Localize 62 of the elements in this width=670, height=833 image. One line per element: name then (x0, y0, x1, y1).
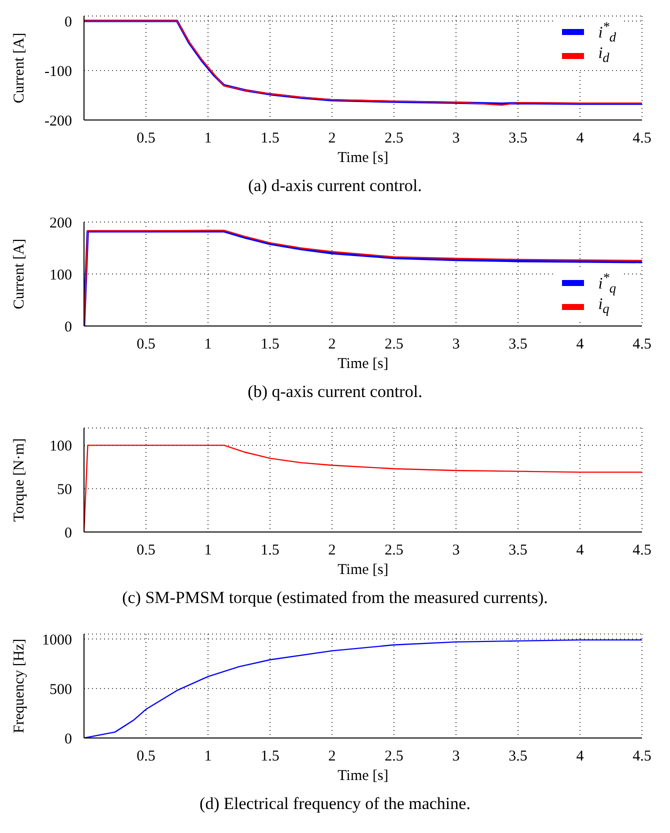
x-axis-title: Time [s] (338, 150, 388, 166)
x-tick-label: 3.5 (508, 542, 528, 559)
x-tick-label: 3 (452, 748, 460, 765)
x-tick-label: 4 (576, 130, 584, 147)
x-axis-title: Time [s] (338, 768, 388, 784)
x-tick-label: 2.5 (384, 748, 404, 765)
y-tick-label: 200 (50, 215, 72, 232)
y-tick-label: 0 (64, 14, 72, 30)
x-tick-label: 3.5 (508, 336, 528, 353)
x-axis-title: Time [s] (338, 356, 388, 372)
x-tick-label: 1.5 (260, 130, 280, 147)
x-tick-label: 0.5 (136, 130, 156, 147)
x-tick-label: 1.5 (260, 336, 280, 353)
x-tick-label: 1.5 (260, 748, 280, 765)
y-tick-label: 1000 (42, 632, 72, 648)
x-tick-label: 2.5 (384, 542, 404, 559)
x-tick-label: 4.5 (632, 748, 652, 765)
x-tick-label: 4 (576, 542, 584, 559)
x-axis-title: Time [s] (338, 562, 388, 578)
x-tick-label: 2.5 (384, 336, 404, 353)
y-tick-label: 0 (64, 319, 72, 336)
x-tick-label: 3 (452, 130, 460, 147)
text: (a) d-axis current control. (247, 175, 423, 197)
x-tick-label: 2 (328, 336, 336, 353)
y-axis-title: Frequency [Hz] (11, 638, 28, 734)
x-tick-label: 4.5 (632, 336, 652, 353)
x-tick-label: 2 (328, 542, 336, 559)
y-tick-label: -200 (44, 113, 72, 130)
x-tick-label: 1 (204, 542, 212, 559)
x-tick-label: 1 (204, 748, 212, 765)
text: (d) Electrical frequency of the machine. (198, 793, 472, 815)
y-tick-label: 100 (50, 267, 72, 284)
x-tick-label: 2 (328, 748, 336, 765)
x-tick-label: 2 (328, 130, 336, 147)
x-tick-label: 1 (204, 130, 212, 147)
x-tick-label: 4 (576, 336, 584, 353)
x-tick-label: 0.5 (136, 336, 156, 353)
x-tick-label: 3.5 (508, 130, 528, 147)
x-tick-label: 3 (452, 336, 460, 353)
legend-label: i$_{q}$ (598, 296, 610, 318)
x-tick-label: 4 (576, 748, 584, 765)
x-tick-label: 4.5 (632, 542, 652, 559)
y-axis-title: Current [A] (11, 238, 28, 310)
x-tick-label: 3.5 (508, 748, 528, 765)
x-tick-label: 1.5 (260, 542, 280, 559)
y-axis-title: Torque [N·m] (11, 438, 28, 522)
x-tick-label: 0.5 (136, 542, 156, 559)
x-tick-label: 0.5 (136, 748, 156, 765)
x-tick-label: 1 (204, 336, 212, 353)
x-tick-label: 2.5 (384, 130, 404, 147)
y-tick-label: 500 (50, 682, 72, 698)
y-tick-label: 100 (50, 438, 72, 455)
y-tick-label: 50 (57, 482, 72, 498)
x-tick-label: 3 (452, 542, 460, 559)
text: (c) SM-PMSM torque (estimated from the measured currents). (121, 587, 549, 609)
text: (b) q-axis current control. (246, 381, 424, 403)
x-tick-label: 4.5 (632, 130, 652, 147)
legend-label: i$_{d}$ (598, 45, 610, 67)
y-tick-label: -100 (44, 64, 72, 80)
y-axis-title: Current [A] (11, 32, 28, 104)
y-tick-label: 0 (64, 525, 72, 542)
y-tick-label: 0 (64, 731, 72, 748)
